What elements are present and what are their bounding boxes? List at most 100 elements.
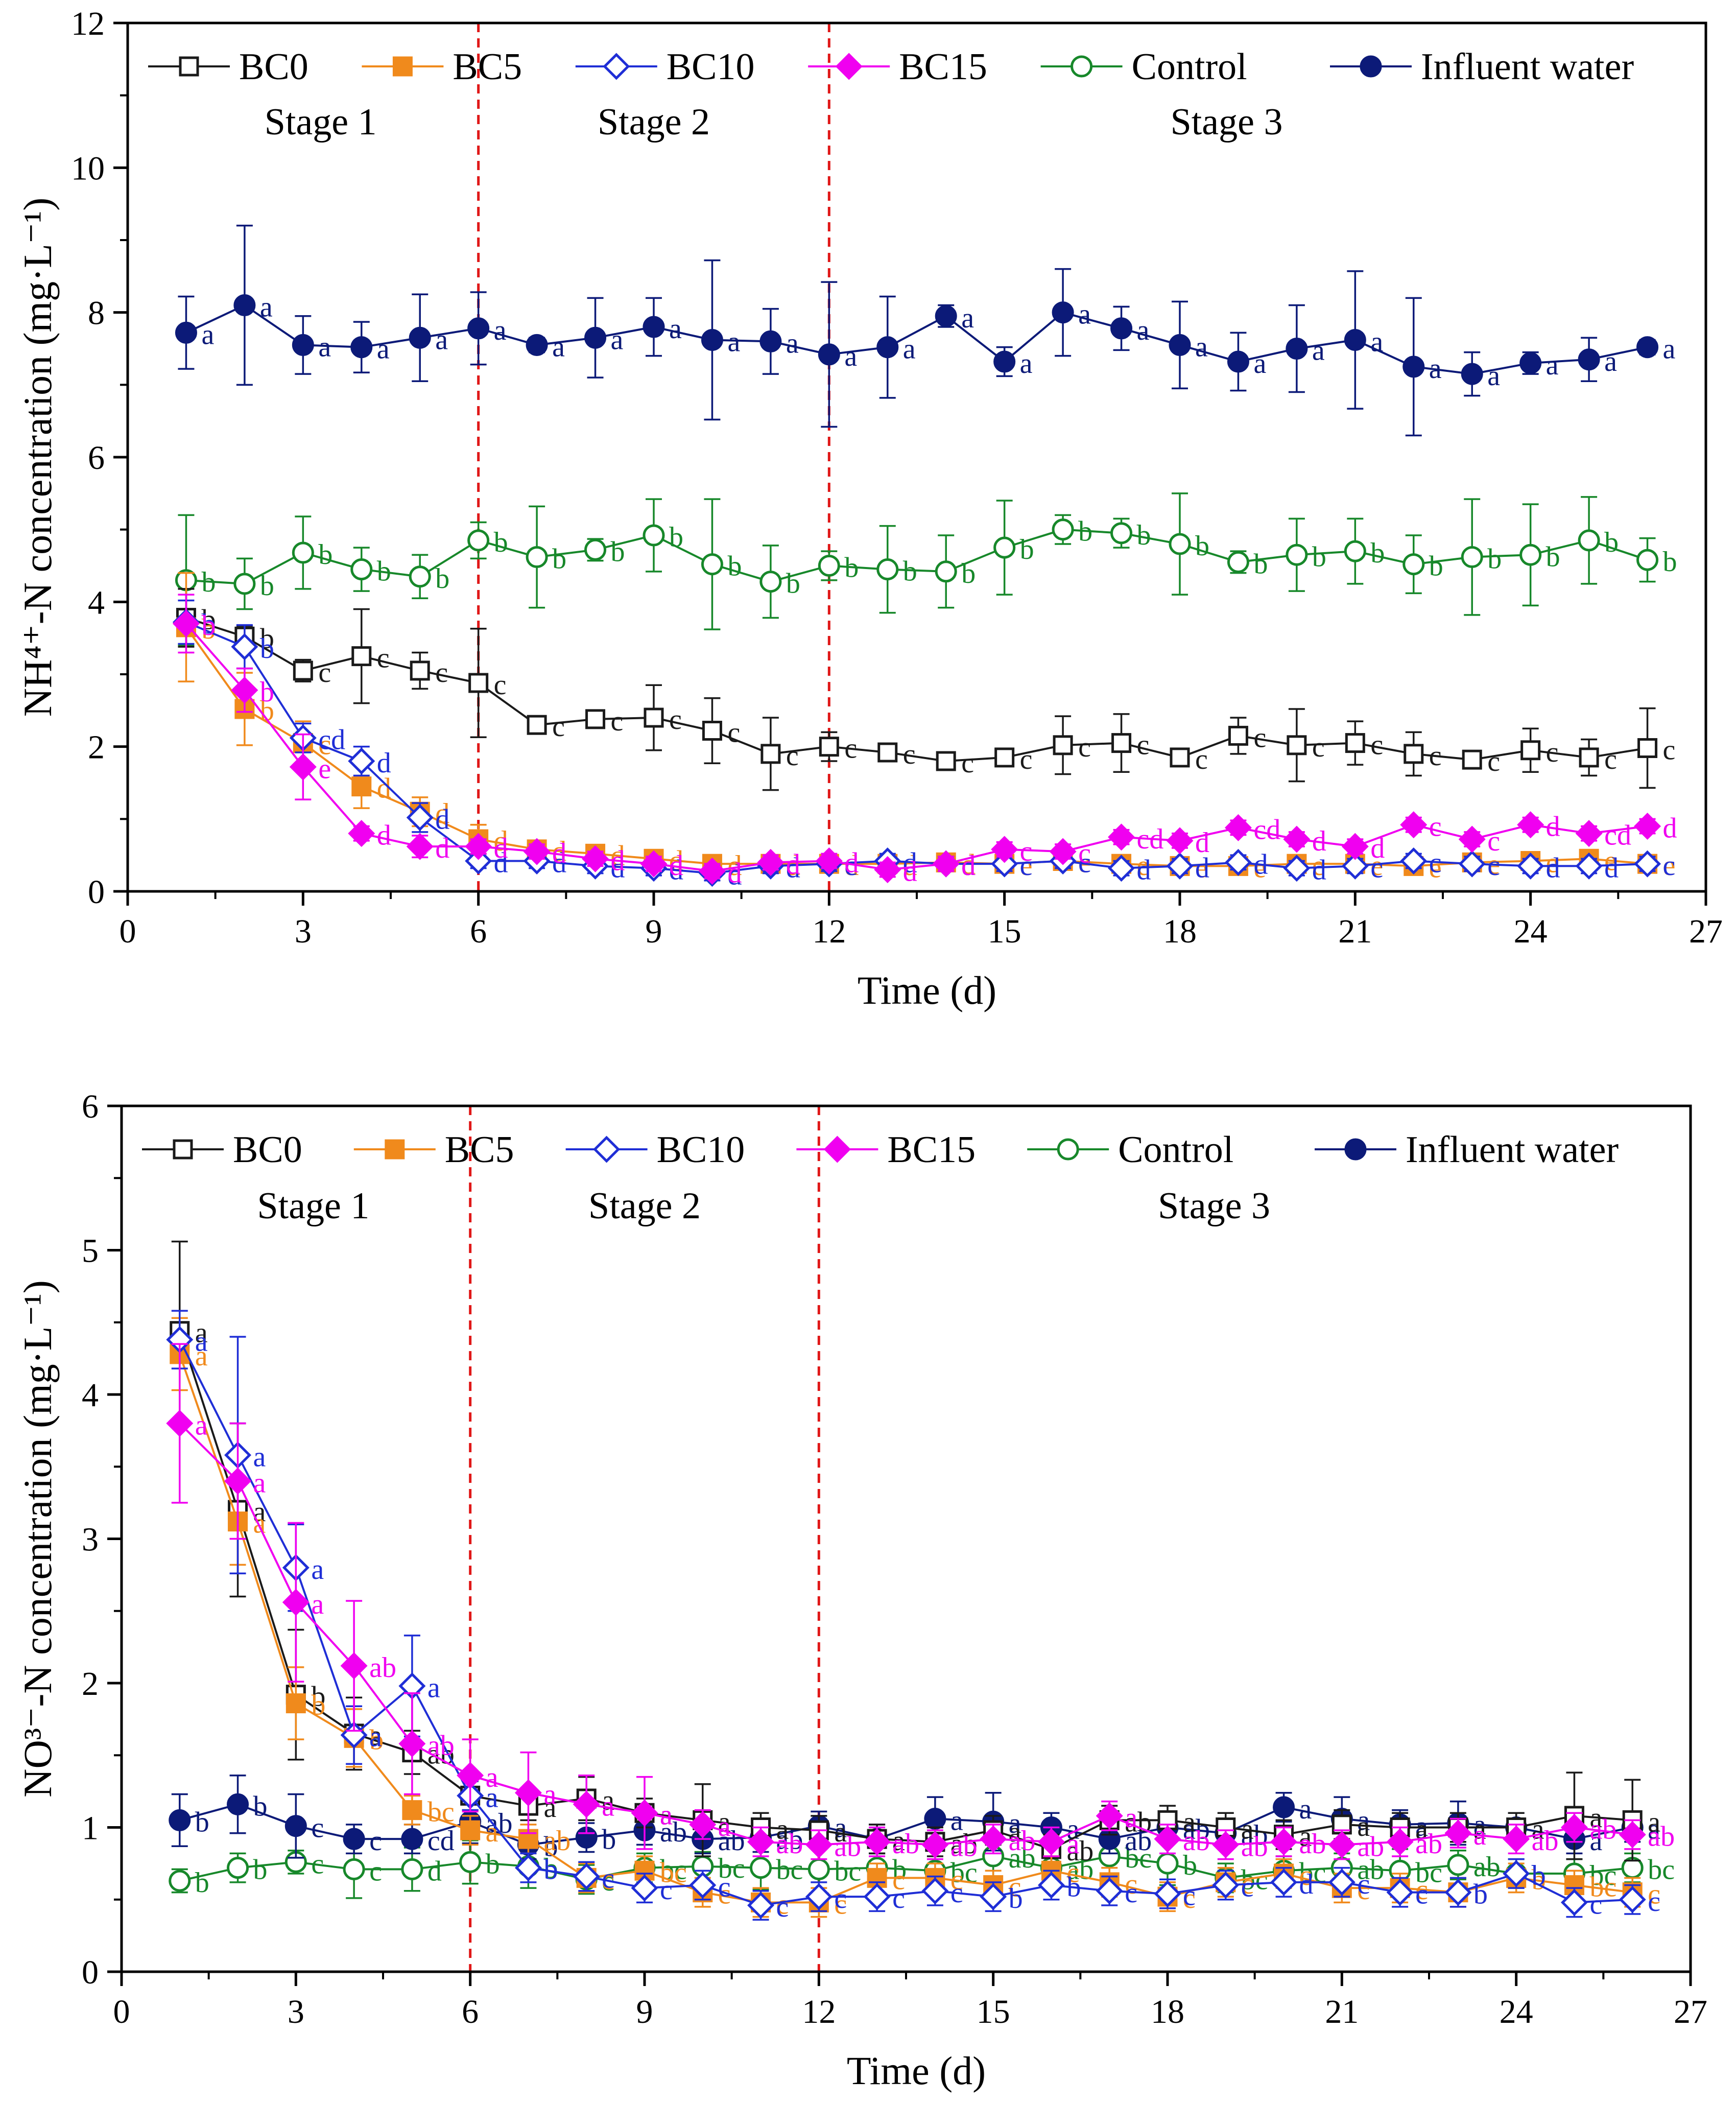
legend-item-ctl: Control: [1027, 1129, 1233, 1171]
data-point-bc10: [1212, 1872, 1240, 1899]
significance-letter-bc10: cd: [318, 724, 345, 756]
data-point-bc15: [980, 1825, 1007, 1853]
legend-label-bc5: BC5: [445, 1129, 514, 1171]
significance-letter-ctl: b: [892, 1854, 907, 1886]
data-point-ctl: [1344, 540, 1366, 562]
legend-marker-inf: [1360, 55, 1382, 78]
significance-letter-bc10: b: [1009, 1883, 1023, 1915]
significance-letter-bc10: a: [369, 1721, 382, 1753]
significance-letter-bc10: d: [1137, 855, 1151, 886]
legend-label-inf: Influent water: [1421, 46, 1634, 88]
significance-letter-inf: a: [260, 292, 273, 323]
significance-letter-ctl: b: [1078, 516, 1092, 548]
significance-letter-ctl: b: [844, 552, 859, 584]
data-point-bc10: [921, 1877, 949, 1905]
significance-letter-bc5: b: [1532, 1864, 1546, 1896]
significance-letter-bc10: d: [611, 852, 625, 884]
significance-letter-bc10: c: [1429, 847, 1442, 879]
significance-letter-bc10: d: [903, 847, 917, 879]
significance-letter-ctl: b: [1195, 530, 1209, 562]
data-point-bc10: [980, 1883, 1007, 1910]
significance-letter-bc10: d: [552, 847, 566, 879]
significance-letter-bc15: ab: [1589, 1814, 1616, 1846]
significance-letter-bc0: b: [311, 1681, 325, 1713]
legend-label-bc10: BC10: [667, 46, 755, 88]
data-point-ctl: [1110, 522, 1133, 545]
significance-letter-bc15: ab: [1009, 1825, 1036, 1857]
significance-letter-ctl: bc: [1125, 1842, 1152, 1874]
data-point-bc15: [689, 1811, 717, 1838]
significance-letter-inf: a: [494, 315, 507, 346]
significance-letter-bc0: c: [1078, 731, 1091, 763]
significance-letter-inf: a: [318, 331, 331, 363]
significance-letter-ctl: b: [786, 568, 800, 600]
significance-letter-bc0: c: [669, 704, 682, 736]
data-point-inf: [584, 326, 607, 349]
legend-item-bc5: BC5: [353, 1129, 514, 1171]
data-point-bc15: [863, 1828, 891, 1856]
data-point-bc10: [1386, 1879, 1414, 1906]
significance-letter-bc15: a: [602, 1790, 614, 1822]
data-point-bc15: [1154, 1825, 1181, 1853]
significance-letter-bc0: a: [195, 1317, 208, 1349]
data-point-bc5: [402, 1800, 422, 1821]
legend-item-ctl: Control: [1040, 46, 1247, 88]
data-point-bc10: [406, 804, 434, 831]
significance-letter-bc5: d: [494, 825, 508, 857]
significance-letter-bc15: ab: [1648, 1821, 1675, 1853]
significance-letter-bc15: ab: [427, 1730, 455, 1762]
data-point-bc15: [1400, 811, 1428, 839]
data-point-bc0: [1462, 749, 1482, 770]
data-point-bc15: [757, 848, 784, 876]
data-point-ctl: [401, 1858, 423, 1880]
legend-marker-bc15: [835, 53, 863, 80]
significance-letter-bc10: d: [1546, 852, 1560, 884]
legend-marker-ctl: [1057, 1138, 1079, 1161]
significance-letter-ctl: bc: [1589, 1860, 1616, 1892]
data-point-bc0: [527, 715, 547, 735]
significance-letter-bc15: d: [786, 848, 800, 880]
y-tick-label: 4: [82, 1377, 99, 1414]
significance-letter-inf: a: [961, 302, 974, 334]
significance-letter-bc5: c: [834, 1888, 847, 1920]
data-point-inf: [292, 334, 314, 356]
significance-letter-ctl: c: [311, 1848, 324, 1880]
y-tick-label: 2: [88, 729, 105, 766]
data-point-bc5: [286, 1693, 306, 1714]
significance-letter-bc10: c: [602, 1863, 614, 1895]
y-axis-title: NO³⁻-N concentration (mg·L⁻¹): [15, 1280, 60, 1798]
x-tick-label: 0: [120, 913, 136, 950]
data-point-ctl: [935, 560, 957, 583]
data-point-bc0: [1111, 733, 1132, 753]
significance-letter-bc0: c: [1604, 744, 1617, 775]
significance-letter-inf: a: [1357, 1805, 1370, 1837]
significance-letter-bc5: e: [1253, 852, 1266, 884]
stage-label-2: Stage 2: [598, 101, 710, 143]
significance-letter-bc5: c: [776, 1888, 789, 1920]
data-point-inf: [233, 294, 256, 317]
data-point-bc10: [465, 847, 492, 875]
significance-letter-ctl: ab: [1066, 1854, 1093, 1886]
data-point-inf: [1110, 317, 1133, 340]
x-tick-label: 9: [646, 913, 662, 950]
significance-letter-bc15: a: [253, 1468, 266, 1499]
significance-letter-bc5: e: [1604, 845, 1617, 877]
significance-letter-bc15: b: [201, 610, 216, 642]
significance-letter-bc0: a: [1183, 1806, 1196, 1838]
y-tick-label: 4: [88, 584, 105, 621]
data-point-bc15: [921, 1831, 949, 1858]
significance-letter-bc0: c: [494, 669, 507, 701]
data-point-ctl: [459, 1851, 482, 1873]
data-point-bc15: [1444, 1820, 1472, 1847]
significance-letter-ctl: bc: [1648, 1854, 1675, 1886]
significance-letter-inf: ab: [1241, 1820, 1268, 1851]
data-point-bc15: [698, 857, 726, 885]
significance-letter-inf: a: [786, 327, 799, 359]
significance-letter-bc15: d: [727, 857, 742, 889]
legend-marker-inf: [1344, 1138, 1367, 1161]
significance-letter-bc0: a: [1241, 1814, 1254, 1846]
